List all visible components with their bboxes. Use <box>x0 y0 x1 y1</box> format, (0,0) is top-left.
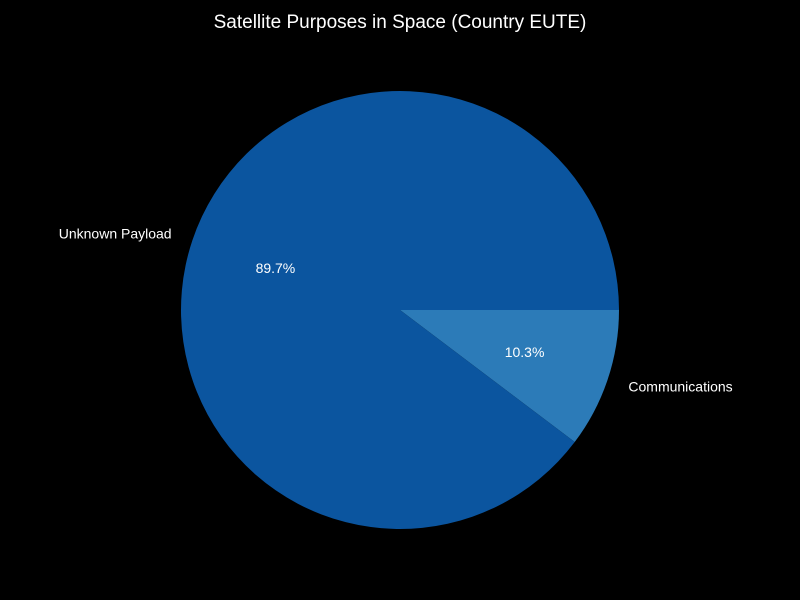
pie-labels: Communications 10.3% Unknown Payload 89.7% <box>59 225 733 394</box>
pie-slice-unknown-payload <box>180 90 619 529</box>
pie-slice-communications <box>400 310 619 443</box>
slice-percent-label: 89.7% <box>256 260 296 276</box>
chart-title: Satellite Purposes in Space (Country EUT… <box>214 12 587 33</box>
pie-slices <box>180 90 619 529</box>
slice-percent-label: 10.3% <box>505 344 545 360</box>
slice-label: Unknown Payload <box>59 225 172 241</box>
slice-label: Communications <box>628 379 732 395</box>
